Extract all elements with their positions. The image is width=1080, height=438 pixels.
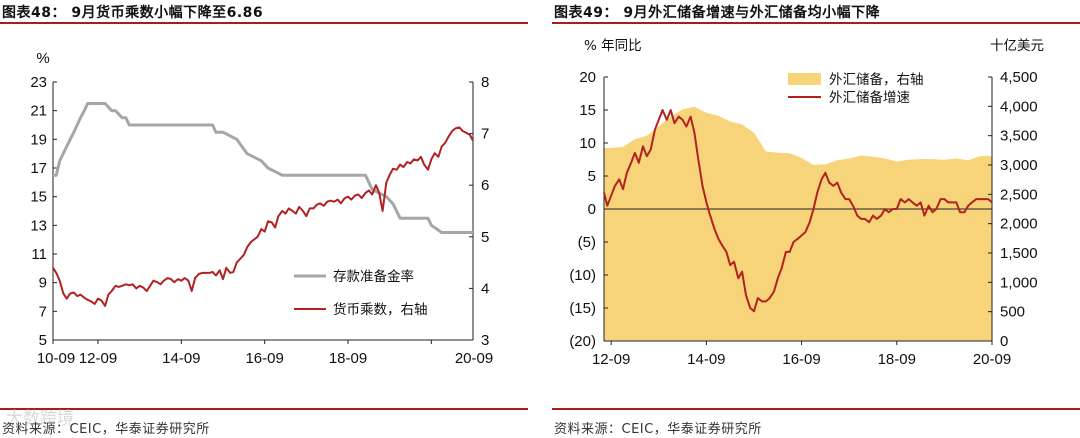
series-line-money-multiplier [52,126,474,307]
left-axis-tick-label: 9 [39,275,47,292]
x-axis-tick-label: 18-09 [878,351,916,368]
legend-swatch-fx-reserves [788,73,821,85]
right-axis-tick-label: 4 [481,280,489,297]
chart-panel-right: 图表49： 9月外汇储备增速与外汇储备均小幅下降 % 年同比 十亿美元 20 15 10… [552,0,1080,438]
left-axis-tick-label: 10 [579,135,596,152]
right-axis-tick-label: 0 [1000,333,1008,350]
left-axis-tick-label: (5) [578,234,596,251]
left-axis-tick-label: 0 [588,201,596,218]
x-axis-tick-label: 12-09 [592,351,630,368]
figure-title: 图表48： 9月货币乘数小幅下降至6.86 [2,5,264,21]
left-axis-tick-label: (15) [569,300,596,317]
left-axis-tick-label: 11 [31,246,47,263]
x-axis-tick-label: 20-09 [973,351,1011,368]
right-axis-tick-label: 7 [481,126,489,143]
right-axis-tick-label: 4,500 [1000,69,1038,86]
footer-divider [0,408,528,410]
left-axis-tick-label: 20 [579,69,596,86]
right-axis-tick-label: 5 [481,229,489,246]
legend-label-reserve-ratio: 存款准备金率 [333,268,414,285]
left-axis-tick-label: (10) [569,267,596,284]
legend-label-fx-reserves: 外汇储备，右轴 [829,71,924,88]
title-divider [0,22,528,24]
left-axis-unit: % 年同比 [584,38,642,54]
x-axis-tick-label: 16-09 [782,351,820,368]
right-axis-tick-label: 500 [1000,304,1025,321]
right-axis-tick-label: 3,000 [1000,157,1038,174]
figure-title: 图表49： 9月外汇储备增速与外汇储备均小幅下降 [554,5,881,21]
left-axis-tick-label: 15 [30,189,47,206]
right-axis-tick-label: 2,000 [1000,216,1038,233]
series-line-reserve-ratio [53,102,473,234]
left-axis-tick-label: (20) [569,333,596,350]
right-axis-unit: 十亿美元 [990,38,1044,54]
left-axis-tick-label: 15 [579,102,596,119]
series-line-fx-reserve-growth [603,109,993,313]
right-axis-tick-label: 6 [481,177,489,194]
right-axis-tick-label: 3 [481,332,489,349]
x-axis-tick-label: 18-09 [329,350,367,367]
left-axis-tick-label: 23 [30,74,47,91]
chart-panel-left: 图表48： 9月货币乘数小幅下降至6.86 % 23 21 19 17 15 13 11 9 7 5… [0,0,528,438]
watermark: 大数跨境 [6,409,74,429]
x-axis-tick-label: 12-09 [79,350,117,367]
right-axis-tick-label: 1,500 [1000,245,1038,262]
left-axis-tick-label: 5 [588,168,596,185]
x-axis-tick-label: 16-09 [245,350,283,367]
legend-label-fx-reserve-growth: 外汇储备增速 [829,89,910,106]
right-axis-tick-label: 1,000 [1000,274,1038,291]
right-axis-tick-label: 8 [481,74,489,91]
source-note: 资料来源：CEIC，华泰证券研究所 [2,422,210,437]
x-axis-tick-label: 20-09 [455,350,493,367]
left-axis-unit: % [36,50,49,67]
source-note: 资料来源：CEIC，华泰证券研究所 [554,422,762,437]
legend-label-money-multiplier: 货币乘数，右轴 [333,301,428,318]
right-axis-tick-label: 4,000 [1000,98,1038,115]
x-axis-tick-label: 14-09 [162,350,200,367]
left-axis-tick-label: 19 [30,131,47,148]
title-divider [552,22,1080,24]
right-axis-tick-label: 3,500 [1000,128,1038,145]
right-axis-tick-label: 2,500 [1000,186,1038,203]
chart-48-svg: % 23 21 19 17 15 13 11 9 7 5 8 7 6 5 4 3 10-09 12-09 14-09 1… [30,50,493,367]
footer-divider [552,408,1080,410]
left-axis-tick-label: 7 [39,303,47,320]
left-axis-tick-label: 5 [39,332,47,349]
left-axis-tick-label: 13 [30,217,47,234]
left-axis-tick-label: 21 [30,103,47,120]
x-axis-tick-label: 10-09 [37,350,75,367]
series-area-fx-reserves [604,106,992,342]
x-axis-tick-label: 14-09 [687,351,725,368]
left-axis-tick-label: 17 [30,160,47,177]
chart-49-svg: % 年同比 十亿美元 20 15 10 5 0 (5) (10) (15) (20) 4,500 4,0… [569,38,1044,368]
